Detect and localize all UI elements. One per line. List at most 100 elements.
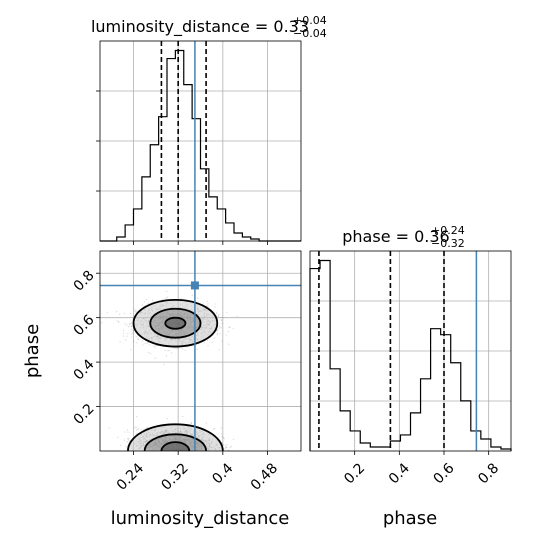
scatter-point (174, 457, 175, 458)
contour-line (160, 441, 191, 451)
scatter-point (209, 457, 210, 458)
title-phase: phase = 0.36 (342, 227, 449, 246)
joint-y-tick-label: 0.6 (71, 312, 98, 339)
scatter-point (232, 438, 235, 441)
scatter-point (130, 325, 133, 328)
scatter-point (171, 453, 172, 454)
scatter-point (166, 452, 167, 453)
scatter-point (197, 453, 198, 454)
scatter-point (170, 455, 171, 456)
scatter-point (206, 339, 209, 342)
scatter-point (142, 454, 143, 455)
scatter-point (188, 455, 189, 456)
scatter-point (145, 298, 148, 301)
scatter-point (180, 297, 182, 300)
scatter-point (174, 462, 175, 463)
scatter-point (181, 456, 182, 457)
scatter-point (192, 452, 193, 453)
scatter-point (116, 319, 118, 322)
scatter-point (147, 426, 149, 429)
scatter-point (168, 452, 169, 453)
scatter-point (204, 454, 205, 455)
scatter-point (194, 451, 195, 452)
scatter-point (216, 452, 217, 453)
scatter-point (191, 294, 193, 296)
scatter-point (134, 311, 136, 313)
scatter-point (155, 456, 156, 457)
scatter-point (153, 462, 154, 463)
scatter-point (159, 452, 160, 453)
scatter-point (158, 452, 159, 453)
scatter-point (179, 451, 180, 452)
scatter-point (147, 456, 148, 457)
scatter-point (110, 455, 111, 456)
scatter-point (165, 458, 166, 459)
scatter-point (167, 458, 168, 459)
scatter-point (227, 449, 230, 451)
scatter-point (198, 453, 199, 454)
scatter-point (140, 455, 141, 456)
scatter-point (144, 452, 145, 453)
scatter-point (188, 456, 189, 457)
scatter-point (160, 455, 161, 456)
scatter-point (162, 298, 164, 301)
scatter-point (168, 454, 169, 455)
scatter-point (149, 457, 150, 458)
contour-line (143, 433, 207, 451)
scatter-point (183, 454, 184, 455)
scatter-point (177, 347, 179, 349)
scatter-point (149, 462, 150, 463)
scatter-point (175, 452, 176, 453)
scatter-point (166, 417, 169, 420)
scatter-point (223, 444, 225, 446)
scatter-point (120, 444, 122, 447)
scatter-point (172, 457, 173, 458)
scatter-point (206, 300, 208, 303)
scatter-point (163, 465, 164, 466)
scatter-point (155, 460, 156, 461)
scatter-point (172, 456, 173, 457)
scatter-point (176, 454, 177, 455)
scatter-point (228, 326, 231, 328)
scatter-point (171, 456, 172, 457)
scatter-point (193, 459, 194, 460)
scatter-point (124, 323, 126, 325)
scatter-point (154, 467, 155, 468)
scatter-point (146, 427, 148, 429)
scatter-point (152, 451, 153, 452)
scatter-point (173, 452, 174, 453)
scatter-point (156, 453, 157, 454)
scatter-point (186, 455, 187, 456)
scatter-point (117, 436, 119, 439)
contour-line (149, 307, 202, 339)
scatter-point (216, 333, 219, 335)
scatter-point (180, 452, 181, 453)
scatter-point (168, 462, 169, 463)
scatter-point (147, 454, 148, 455)
hist-phase-x-tick-label: 0.4 (386, 460, 413, 487)
density-fill (165, 317, 186, 329)
scatter-point (138, 452, 139, 453)
scatter-point (158, 455, 159, 456)
scatter-point (175, 347, 178, 350)
hist-phase-x-tick-label: 0.8 (475, 460, 502, 487)
scatter-point (183, 454, 184, 455)
scatter-point (200, 452, 201, 453)
scatter-point (154, 357, 156, 359)
scatter-point (218, 327, 220, 329)
joint-x-tick-label: 0.32 (158, 460, 191, 493)
histogram-phase: 0.2 0.4 0.6 0.8 (309, 250, 512, 487)
scatter-point (195, 456, 196, 457)
joint-x-tick-label: 0.48 (248, 460, 281, 493)
scatter-point (170, 453, 171, 454)
scatter-point (166, 451, 167, 452)
scatter-point (188, 452, 189, 453)
scatter-point (132, 329, 134, 332)
scatter-point (165, 355, 168, 357)
scatter-point (189, 461, 190, 462)
scatter-point (201, 458, 202, 459)
scatter-point (154, 344, 157, 347)
histogram-luminosity-distance (96, 40, 302, 245)
scatter-point (179, 456, 180, 457)
scatter-point (197, 458, 198, 459)
